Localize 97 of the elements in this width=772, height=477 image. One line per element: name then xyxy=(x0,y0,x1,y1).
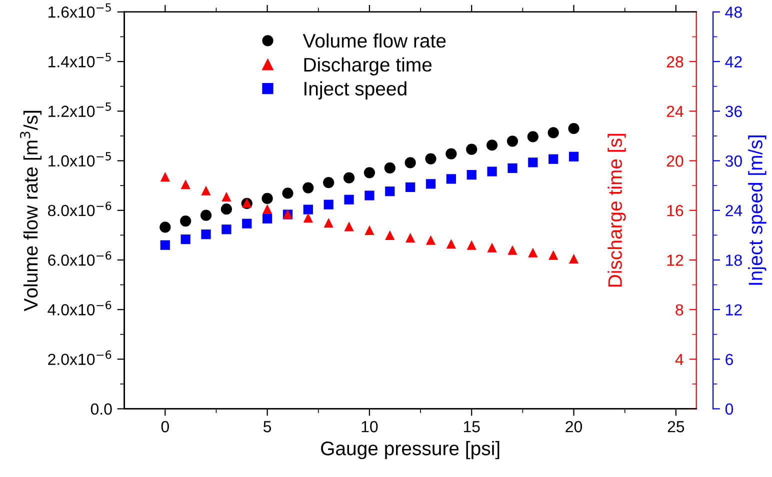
point xyxy=(282,188,294,199)
point xyxy=(406,182,416,192)
y3-tick-label: 0 xyxy=(725,403,734,415)
point xyxy=(404,157,416,168)
point xyxy=(324,200,334,210)
y-tick-label: 1.2x10$^{−5}$ xyxy=(48,102,111,117)
x-tick-label: 15 xyxy=(464,421,480,432)
point xyxy=(344,194,354,204)
legend-label: Inject speed xyxy=(304,81,406,100)
y2-tick-label: 4 xyxy=(675,354,684,365)
point xyxy=(180,180,190,190)
y3-tick-label: 12 xyxy=(726,304,742,316)
point xyxy=(343,172,355,184)
point xyxy=(528,248,538,258)
point xyxy=(487,166,497,176)
point xyxy=(222,224,232,234)
point xyxy=(385,230,395,240)
point xyxy=(200,210,212,221)
point xyxy=(548,127,559,138)
point xyxy=(487,242,497,252)
x-tick-label: 5 xyxy=(264,421,272,432)
x-tick-label: 25 xyxy=(668,421,684,432)
y2-tick-label: 24 xyxy=(666,106,684,117)
point xyxy=(160,172,170,182)
point xyxy=(506,136,518,147)
point xyxy=(446,239,456,249)
y3-tick-label: 30 xyxy=(725,155,742,167)
y3-tick-label: 42 xyxy=(725,56,742,68)
point xyxy=(384,162,396,174)
legend-label: Discharge time xyxy=(304,57,432,76)
y3-tick-label: 6 xyxy=(726,354,733,366)
point xyxy=(527,131,538,142)
point xyxy=(548,250,558,260)
y-tick-label: 1.4x10$^{−5}$ xyxy=(48,52,111,68)
point xyxy=(201,186,211,196)
point xyxy=(466,144,478,155)
point xyxy=(508,163,518,173)
point xyxy=(344,222,354,232)
point xyxy=(201,230,211,240)
point xyxy=(262,214,272,224)
y-tick-label: 4.0x10$^{−6}$ xyxy=(48,300,112,316)
y3-tick-label: 18 xyxy=(726,254,742,266)
point xyxy=(323,177,334,188)
point xyxy=(364,167,376,178)
y-tick-label: 1.0x10$^{−5}$ xyxy=(48,152,111,167)
y2-tick-label: 28 xyxy=(666,56,684,68)
point xyxy=(180,215,192,227)
point xyxy=(262,192,273,204)
y-axis-title: Volume flow rate [m$^{3}$/s] xyxy=(20,110,42,312)
y2-tick-label: 20 xyxy=(666,155,684,167)
point xyxy=(466,240,476,250)
point xyxy=(324,218,334,228)
point xyxy=(426,235,436,245)
y2-axis-title: Discharge time [s] xyxy=(608,134,626,287)
point xyxy=(303,212,313,223)
y2-tick-label: 8 xyxy=(676,304,684,316)
point xyxy=(568,152,579,162)
point xyxy=(180,234,190,244)
point xyxy=(508,245,518,255)
y2-tick-label: 12 xyxy=(667,254,684,266)
y3-tick-label: 24 xyxy=(726,204,742,216)
point xyxy=(568,122,580,134)
point xyxy=(426,179,436,189)
point xyxy=(568,254,579,264)
y-tick-label: 1.6x10$^{−5}$ xyxy=(48,3,111,18)
point xyxy=(486,140,498,151)
point xyxy=(406,232,416,242)
x-tick-label: 20 xyxy=(566,421,582,432)
y3-axis-title: Inject speed [m/s] xyxy=(748,136,766,285)
point xyxy=(262,204,272,214)
point xyxy=(466,170,476,180)
point xyxy=(242,218,252,228)
x-tick-label: 10 xyxy=(362,421,378,432)
point xyxy=(385,186,395,196)
y3-tick-label: 48 xyxy=(725,6,742,18)
point xyxy=(160,222,171,233)
point xyxy=(528,158,538,168)
point xyxy=(364,225,374,236)
point xyxy=(160,240,170,250)
x-tick-label: 0 xyxy=(161,421,169,432)
point xyxy=(446,148,457,160)
legend-label: Volume flow rate xyxy=(302,33,446,48)
y-tick-label: 0.0 xyxy=(90,403,112,415)
y-tick-label: 8.0x10$^{−6}$ xyxy=(48,202,112,216)
y-tick-label: 2.0x10$^{−6}$ xyxy=(48,350,112,366)
point xyxy=(302,182,314,194)
point xyxy=(548,154,558,164)
point xyxy=(446,174,456,184)
point xyxy=(222,192,232,202)
y2-tick-label: 16 xyxy=(667,204,684,216)
point xyxy=(364,190,374,200)
point xyxy=(303,204,313,214)
point xyxy=(425,153,436,164)
y3-tick-label: 36 xyxy=(725,106,742,118)
point xyxy=(220,204,232,215)
x-axis-title: Gauge pressure [psi] xyxy=(321,441,500,460)
y-tick-label: 6.0x10$^{−6}$ xyxy=(48,251,112,266)
